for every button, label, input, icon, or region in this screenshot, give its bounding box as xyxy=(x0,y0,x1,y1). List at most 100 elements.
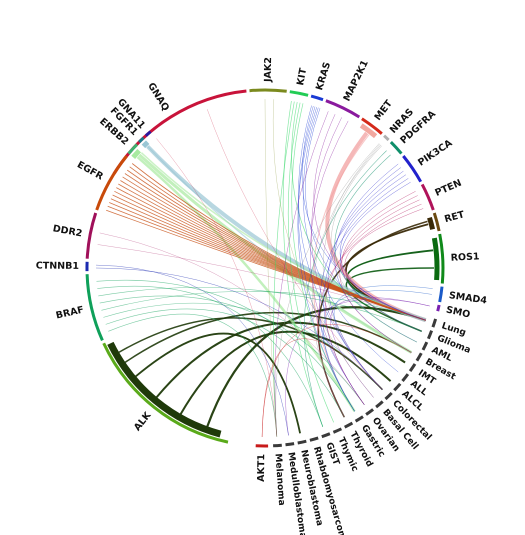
segment-rhabdomyosarcoma xyxy=(309,436,319,442)
ribbon-kras-all xyxy=(302,107,399,373)
segment-fgfr1 xyxy=(138,136,145,144)
segment-pten xyxy=(420,183,435,211)
segment-jak2 xyxy=(249,88,287,93)
ribbon-smo-medulloblastoma xyxy=(285,298,430,436)
segment-smad4 xyxy=(438,286,444,303)
ribbon-pik3ca-colorectal xyxy=(327,167,402,390)
segment-medulloblastoma xyxy=(285,442,295,447)
ribbon-kit-melanoma xyxy=(273,101,295,437)
segment-neuroblastoma xyxy=(297,439,307,445)
ribbon-kit-gist xyxy=(282,101,324,427)
inner-track-ret xyxy=(427,216,436,230)
ribbon-pik3ca-breast xyxy=(334,163,412,353)
inner-track-fgfr1 xyxy=(141,140,150,149)
ribbon-pdgfra-glioma xyxy=(334,154,422,332)
ribbon-map2k1-colorectal xyxy=(311,117,383,390)
ribbon-gnaq-colorectal xyxy=(207,109,383,390)
segment-map2k1 xyxy=(325,99,361,119)
ribbon-map2k1-melanoma xyxy=(274,111,329,437)
segment-ddr2 xyxy=(85,212,98,259)
inner-track-met xyxy=(359,123,378,139)
label-ddr2: DDR2 xyxy=(52,223,83,239)
inner-track-erbb2 xyxy=(131,148,142,160)
segment-alcl xyxy=(393,382,402,392)
chord-ribbons xyxy=(95,98,435,438)
label-ctnnb1: CTNNB1 xyxy=(36,261,79,272)
ribbon-alk-imt xyxy=(155,321,406,399)
segment-kit xyxy=(289,90,309,97)
ribbon-akt1-colorectal xyxy=(261,338,383,438)
ribbon-pten-breast xyxy=(339,195,418,353)
ribbon-ddr2-ovarian xyxy=(99,232,365,405)
ribbon-ctnnb1-colorectal xyxy=(95,267,383,390)
label-pten: PTEN xyxy=(433,178,463,199)
label-smo: SMO xyxy=(445,304,471,320)
ribbon-jak2-melanoma xyxy=(264,98,277,437)
segment-thyroid xyxy=(344,421,354,429)
ribbon-map2k1-ovarian xyxy=(310,120,365,405)
label-map2k1: MAP2K1 xyxy=(342,59,371,104)
label-ret: RET xyxy=(443,209,466,225)
inner-track-ros1 xyxy=(431,237,440,281)
ribbon-braf-ovarian xyxy=(99,295,365,405)
ribbon-kras-ovarian xyxy=(298,106,365,405)
ribbon-braf-glioma xyxy=(98,287,422,332)
label-met: MET xyxy=(373,98,396,123)
ribbon-fgfr1-breast xyxy=(147,145,412,354)
label-egfr: EGFR xyxy=(75,159,106,183)
ribbon-ros1-glioma xyxy=(345,267,435,332)
segment-smo xyxy=(436,304,441,312)
ribbon-braf-melanoma xyxy=(108,313,278,437)
label-jak2: JAK2 xyxy=(263,57,274,83)
label-kras: KRAS xyxy=(314,61,333,92)
label-smad4: SMAD4 xyxy=(448,290,488,307)
segment-egfr xyxy=(95,155,128,211)
label-akt1: AKT1 xyxy=(256,454,267,482)
segment-melanoma xyxy=(273,443,282,448)
label-kit: KIT xyxy=(295,67,309,87)
segment-basal-cell xyxy=(375,400,384,409)
label-melanoma: Melanoma xyxy=(273,453,287,506)
segment-imt xyxy=(408,363,417,372)
segment-pik3ca xyxy=(402,155,423,183)
chord-segments xyxy=(85,88,445,448)
ribbon-braf-thyroid xyxy=(105,308,345,418)
ribbon-pten-thyroid xyxy=(317,203,422,418)
segment-erbb2 xyxy=(127,143,139,155)
ribbon-braf-lung xyxy=(101,291,426,321)
inner-track-alk xyxy=(107,341,222,438)
segment-thymic xyxy=(332,427,343,434)
segment-nras xyxy=(383,134,390,142)
label-alk: ALK xyxy=(132,410,154,434)
ribbon-gnaq-melanoma xyxy=(156,138,277,437)
segment-braf xyxy=(85,274,104,342)
ribbon-erbb2-gastric xyxy=(136,156,356,412)
segment-breast xyxy=(415,352,423,362)
segment-aml xyxy=(421,341,429,351)
ribbon-ddr2-lung xyxy=(97,244,426,321)
segment-kras xyxy=(310,94,324,102)
ribbon-pik3ca-gastric xyxy=(319,170,404,412)
ribbon-alk-colorectal xyxy=(118,317,383,391)
ribbon-kras-gastric xyxy=(297,107,355,412)
ribbon-kit-thymic xyxy=(287,102,335,423)
ribbon-nras-aml xyxy=(330,145,418,343)
ribbon-braf-gastric xyxy=(96,279,355,412)
ribbon-nras-melanoma xyxy=(275,143,380,437)
label-pik3ca: PIK3CA xyxy=(416,137,455,168)
segment-all xyxy=(401,373,410,382)
segment-gna11 xyxy=(144,130,152,137)
label-braf: BRAF xyxy=(55,304,85,321)
label-gnaq: GNAQ xyxy=(145,81,171,113)
ribbon-pten-ovarian xyxy=(325,199,420,405)
segment-ovarian xyxy=(365,408,375,416)
ribbon-map2k1-lung xyxy=(313,114,426,321)
label-ros1: ROS1 xyxy=(450,251,479,263)
segment-ret xyxy=(432,212,441,232)
segment-colorectal xyxy=(384,391,393,401)
segment-ros1 xyxy=(438,233,445,284)
segment-gastric xyxy=(354,415,364,423)
ribbon-braf-gist xyxy=(97,285,324,427)
